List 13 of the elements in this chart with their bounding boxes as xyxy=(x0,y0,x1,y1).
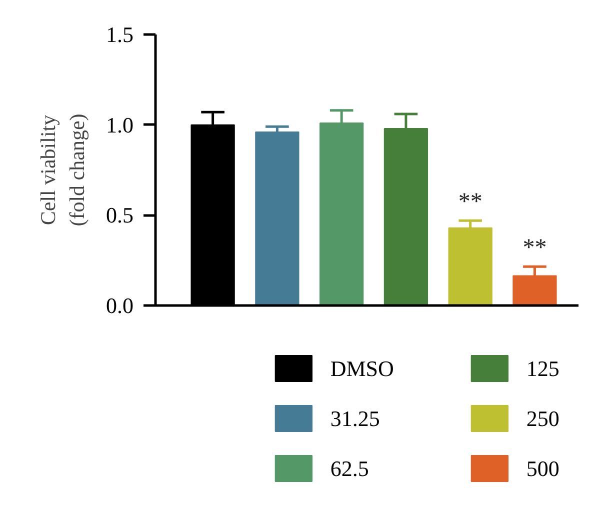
data-label: ** xyxy=(522,235,547,262)
legend-label: 250 xyxy=(526,406,560,431)
legend-label: DMSO xyxy=(330,356,394,381)
legend-label: 125 xyxy=(526,356,560,381)
y-tick-label: 1.5 xyxy=(106,22,134,47)
legend-label: 500 xyxy=(526,456,560,481)
y-tick-label: 0.5 xyxy=(106,202,134,228)
y-tick-label: 0.0 xyxy=(106,293,134,318)
y-axis-title: Cell viability (fold change) xyxy=(36,114,89,226)
y-tick-label: 1.0 xyxy=(106,112,134,138)
legend-label: 31.25 xyxy=(330,406,380,431)
data-label: ** xyxy=(458,189,482,216)
legend-label: 62.5 xyxy=(330,456,369,481)
